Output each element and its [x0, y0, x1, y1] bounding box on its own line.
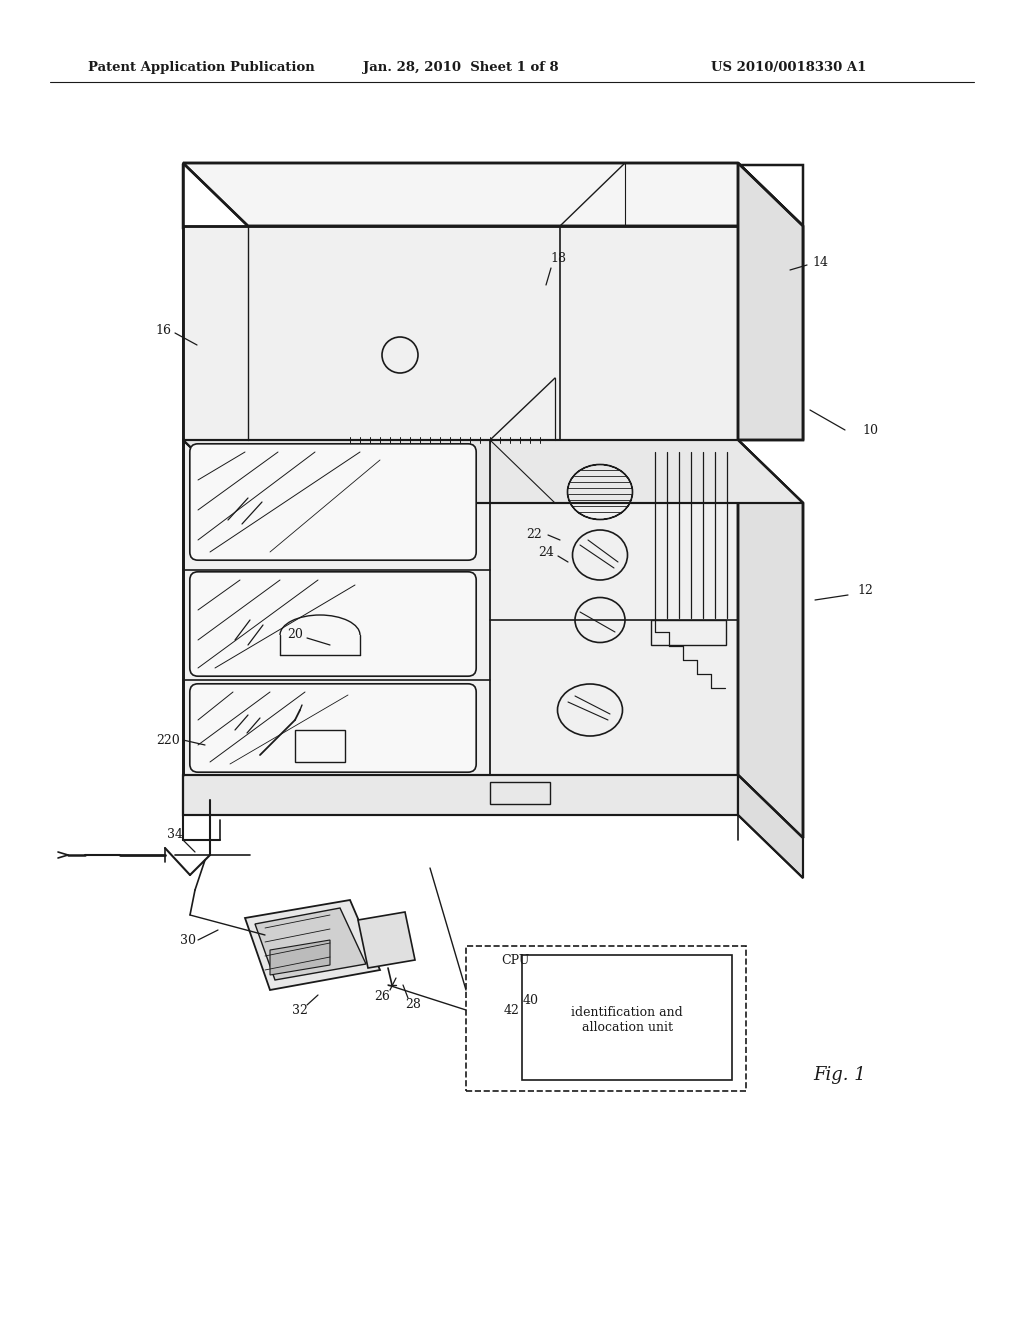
Polygon shape [245, 900, 380, 990]
Text: identification and
allocation unit: identification and allocation unit [571, 1006, 683, 1034]
Text: 16: 16 [155, 323, 171, 337]
Text: 32: 32 [292, 1003, 308, 1016]
Text: 30: 30 [180, 933, 196, 946]
Polygon shape [738, 162, 803, 440]
Bar [295, 730, 345, 762]
Text: Patent Application Publication: Patent Application Publication [88, 62, 314, 74]
Polygon shape [255, 908, 366, 979]
Text: 14: 14 [812, 256, 828, 269]
Text: 18: 18 [550, 252, 566, 264]
Polygon shape [183, 775, 738, 814]
Polygon shape [358, 912, 415, 968]
Text: 10: 10 [862, 424, 878, 437]
Text: 34: 34 [167, 829, 183, 842]
Bar [522, 954, 732, 1080]
Bar [651, 620, 726, 645]
Text: Fig. 1: Fig. 1 [814, 1067, 866, 1084]
Text: 42: 42 [504, 1003, 520, 1016]
Text: Jan. 28, 2010  Sheet 1 of 8: Jan. 28, 2010 Sheet 1 of 8 [362, 62, 559, 74]
Text: 220: 220 [156, 734, 180, 747]
Polygon shape [738, 775, 803, 878]
Polygon shape [183, 440, 803, 503]
FancyBboxPatch shape [189, 572, 476, 676]
Text: 28: 28 [406, 998, 421, 1011]
Text: 24: 24 [538, 546, 554, 560]
Bar [490, 781, 550, 804]
Polygon shape [183, 226, 738, 440]
FancyBboxPatch shape [189, 444, 476, 560]
Polygon shape [738, 440, 803, 838]
Bar [466, 946, 746, 1092]
Text: 20: 20 [287, 628, 303, 642]
Text: 22: 22 [526, 528, 542, 541]
Text: US 2010/0018330 A1: US 2010/0018330 A1 [711, 62, 866, 74]
Polygon shape [183, 440, 738, 775]
Polygon shape [183, 162, 803, 226]
FancyBboxPatch shape [189, 684, 476, 772]
Text: 26: 26 [374, 990, 390, 1003]
Text: CPU: CPU [501, 953, 529, 966]
Text: 12: 12 [857, 583, 872, 597]
Text: 40: 40 [523, 994, 539, 1006]
Polygon shape [270, 940, 330, 975]
